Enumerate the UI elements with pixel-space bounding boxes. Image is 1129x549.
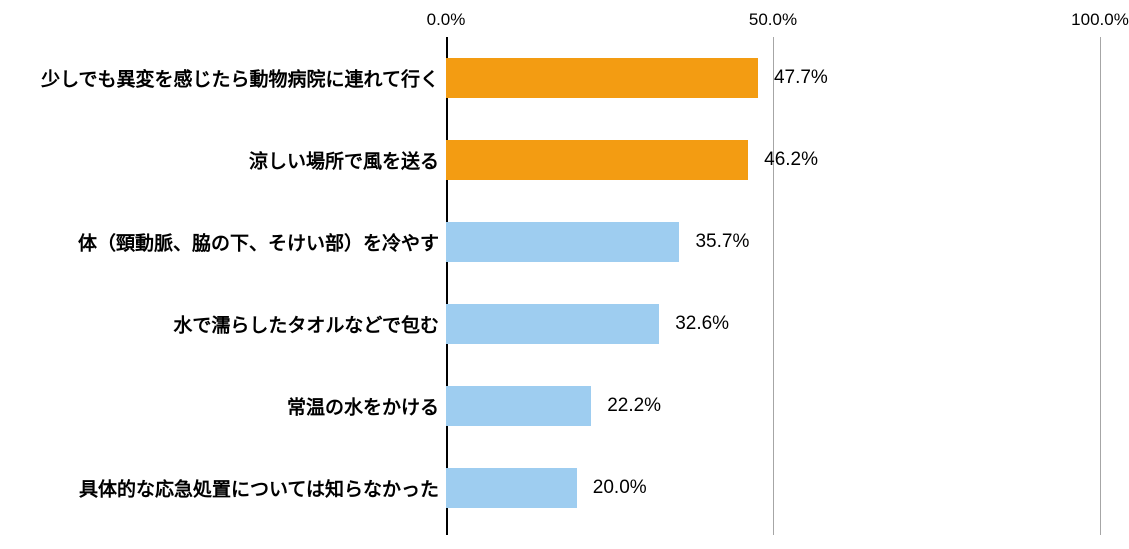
- gridline: [773, 37, 774, 535]
- horizontal-bar-chart: 0.0% 50.0% 100.0% 少しでも異変を感じたら動物病院に連れて行く 47.7…: [0, 0, 1129, 549]
- bar: [446, 58, 758, 98]
- gridline: [1100, 37, 1101, 535]
- value-label: 47.7%: [774, 67, 828, 89]
- bar-row: 水で濡らしたタオルなどで包む 32.6%: [0, 304, 1129, 344]
- category-label: 体（頸動脈、脇の下、そけい部）を冷やす: [78, 229, 439, 256]
- value-label: 46.2%: [764, 149, 818, 171]
- bar: [446, 140, 748, 180]
- category-label: 水で濡らしたタオルなどで包む: [173, 311, 439, 338]
- bar: [446, 468, 577, 508]
- bar-row: 具体的な応急処置については知らなかった 20.0%: [0, 468, 1129, 508]
- bar-row: 体（頸動脈、脇の下、そけい部）を冷やす 35.7%: [0, 222, 1129, 262]
- value-label: 32.6%: [675, 313, 729, 335]
- value-label: 35.7%: [695, 231, 749, 253]
- category-label: 常温の水をかける: [287, 393, 439, 420]
- bar-row: 常温の水をかける 22.2%: [0, 386, 1129, 426]
- category-label: 少しでも異変を感じたら動物病院に連れて行く: [41, 65, 439, 92]
- bar: [446, 386, 591, 426]
- x-axis-tick-label: 100.0%: [1071, 10, 1129, 30]
- x-axis-tick-label: 0.0%: [427, 10, 466, 30]
- value-label: 22.2%: [607, 395, 661, 417]
- bar: [446, 304, 659, 344]
- y-axis-line: [446, 37, 448, 535]
- category-label: 具体的な応急処置については知らなかった: [79, 475, 439, 502]
- bar-row: 少しでも異変を感じたら動物病院に連れて行く 47.7%: [0, 58, 1129, 98]
- category-label: 涼しい場所で風を送る: [249, 147, 439, 174]
- x-axis-tick-label: 50.0%: [749, 10, 797, 30]
- value-label: 20.0%: [593, 477, 647, 499]
- bar: [446, 222, 679, 262]
- bar-row: 涼しい場所で風を送る 46.2%: [0, 140, 1129, 180]
